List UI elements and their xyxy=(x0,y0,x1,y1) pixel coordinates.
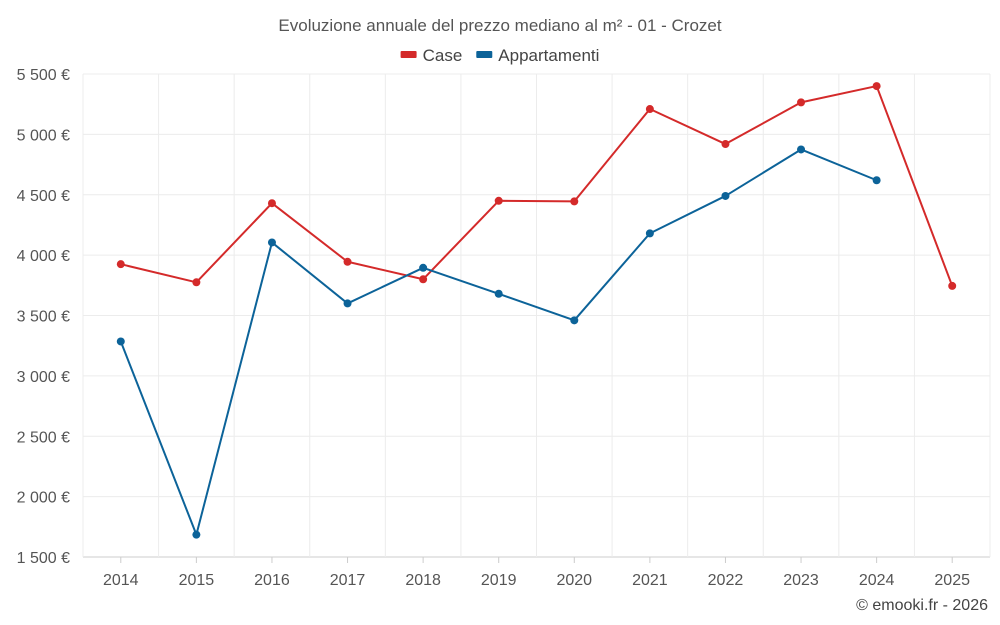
y-tick-label: 2 500 € xyxy=(17,429,70,446)
y-tick-label: 1 500 € xyxy=(17,550,70,567)
data-point-case[interactable] xyxy=(419,275,428,284)
data-point-appartamenti[interactable] xyxy=(494,289,503,298)
data-point-appartamenti[interactable] xyxy=(116,337,125,346)
data-point-case[interactable] xyxy=(872,82,881,91)
y-tick-label: 3 500 € xyxy=(17,309,70,326)
x-tick-label: 2022 xyxy=(708,572,744,589)
series-group xyxy=(116,82,957,539)
series-line-case xyxy=(120,85,954,287)
data-point-case[interactable] xyxy=(721,140,730,149)
x-tick-label: 2016 xyxy=(254,572,290,589)
legend-swatch-case[interactable] xyxy=(400,51,417,58)
data-point-appartamenti[interactable] xyxy=(192,530,201,539)
data-point-appartamenti[interactable] xyxy=(343,299,352,308)
x-tick-label: 2021 xyxy=(632,572,668,589)
data-point-appartamenti[interactable] xyxy=(570,316,579,325)
data-point-appartamenti[interactable] xyxy=(797,145,806,154)
x-tick-label: 2023 xyxy=(783,572,819,589)
y-tick-label: 4 000 € xyxy=(17,248,70,265)
data-point-case[interactable] xyxy=(645,105,654,114)
data-point-appartamenti[interactable] xyxy=(872,176,881,185)
data-point-case[interactable] xyxy=(570,197,579,206)
x-tick-label: 2024 xyxy=(859,572,895,589)
data-point-case[interactable] xyxy=(343,257,352,266)
y-tick-label: 5 500 € xyxy=(17,67,70,84)
y-tick-label: 4 500 € xyxy=(17,188,70,205)
y-tick-label: 3 000 € xyxy=(17,369,70,386)
legend: Case Appartamenti xyxy=(400,46,599,65)
data-point-case[interactable] xyxy=(494,196,503,205)
x-tick-label: 2025 xyxy=(934,572,970,589)
x-tick-label: 2019 xyxy=(481,572,517,589)
y-tick-label: 2 000 € xyxy=(17,490,70,507)
legend-swatch-appartamenti[interactable] xyxy=(476,51,493,58)
x-tick-label: 2017 xyxy=(330,572,366,589)
chart-title: Evoluzione annuale del prezzo mediano al… xyxy=(278,16,721,35)
x-tick-label: 2015 xyxy=(179,572,215,589)
x-tick-label: 2018 xyxy=(405,572,441,589)
data-point-appartamenti[interactable] xyxy=(645,229,654,238)
y-tick-label: 5 000 € xyxy=(17,127,70,144)
data-point-case[interactable] xyxy=(116,260,125,269)
legend-label-case: Case xyxy=(423,46,463,65)
data-point-appartamenti[interactable] xyxy=(267,238,276,247)
grid-lines xyxy=(82,73,991,558)
axes: 1 500 € 2 000 € 2 500 € 3 000 € 3 500 € 4 000… xyxy=(17,67,970,589)
data-point-appartamenti[interactable] xyxy=(721,191,730,200)
data-point-case[interactable] xyxy=(797,98,806,107)
data-point-appartamenti[interactable] xyxy=(419,263,428,272)
data-point-case[interactable] xyxy=(192,278,201,287)
x-tick-label: 2020 xyxy=(556,572,592,589)
x-tick-label: 2014 xyxy=(103,572,139,589)
legend-label-appartamenti: Appartamenti xyxy=(498,46,599,65)
credit-text: © emooki.fr - 2026 xyxy=(856,597,988,614)
data-point-case[interactable] xyxy=(948,281,957,290)
data-point-case[interactable] xyxy=(267,199,276,208)
